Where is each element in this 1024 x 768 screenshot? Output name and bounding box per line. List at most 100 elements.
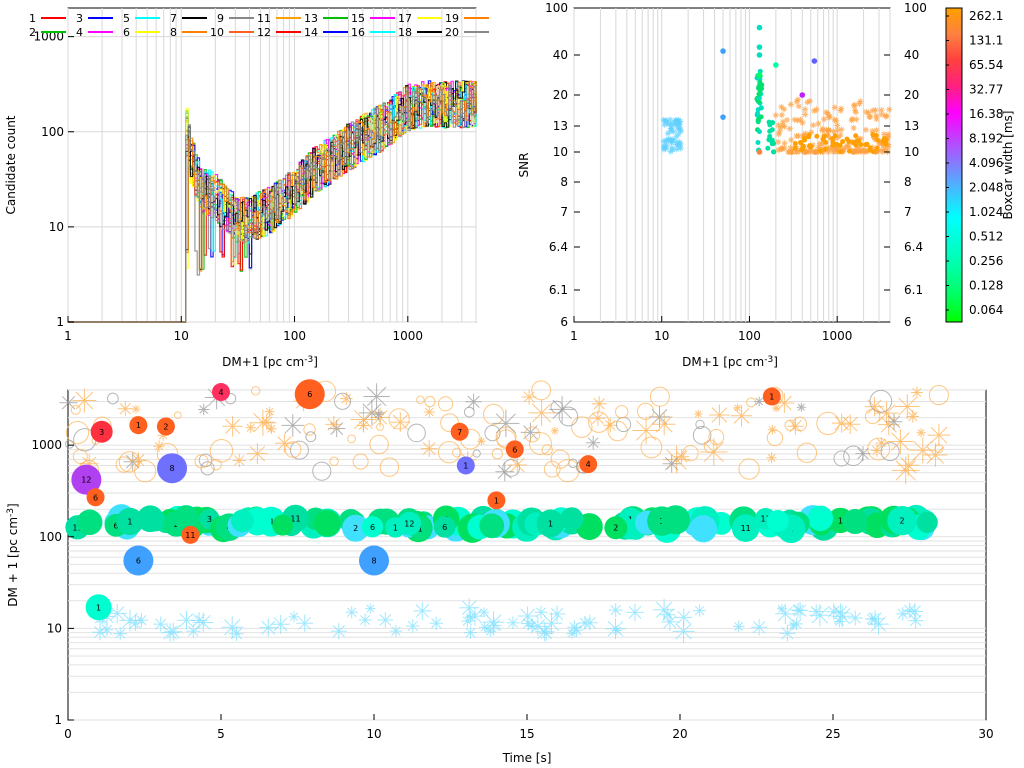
bg-star [878,413,900,436]
bg-star [674,449,690,465]
snr-star-orange [834,122,841,129]
colorbar-tick-label: 2.048 [969,181,1003,195]
bg-star [662,445,691,474]
legend-label-7: 7 [170,12,177,25]
candidate-label: 1 [96,603,101,612]
noise-star [790,617,803,631]
bg-star [59,393,78,412]
snr-star-orange [878,107,885,114]
p2-ytick-label: 100 [545,1,568,15]
bg-star [72,388,97,413]
snr-star-orange [794,117,801,124]
snr-star-cyan [667,136,674,143]
snr-star-orange [821,116,828,123]
snr-dot-orange [792,145,798,151]
band-dot [536,509,565,538]
snr-star-orange [837,132,844,138]
candidate-dot [212,383,230,402]
bg-star [266,423,277,434]
bg-circle [174,411,182,420]
candidate-dot [181,525,200,544]
noise-star [345,606,358,619]
noise-star [605,618,626,640]
bg-circle [833,450,850,467]
bg-star [891,456,920,485]
legend-label-6: 6 [123,26,130,39]
candidate-label: 6 [136,557,141,566]
band-dot [173,505,199,531]
bg-circle [766,429,784,447]
snr-star-orange [826,114,833,121]
band-dot [145,510,167,532]
bg-circle [379,457,400,477]
bg-star [910,386,923,399]
bg-star [916,428,926,438]
colorbar-tick-label: 8.192 [969,132,1003,146]
snr-dot-orange [801,136,807,142]
bg-star [906,410,920,423]
snr-star-cyan [663,142,670,149]
bg-star [325,416,343,433]
noise-star [464,626,477,639]
noise-star [160,623,180,642]
bg-star [420,440,438,458]
snr-star-orange [815,120,822,127]
p1-xtick-label: 100 [283,329,306,343]
snr-star-cyan [677,140,684,147]
p3-xtick-label: 15 [519,727,534,741]
snr-star-orange [879,148,886,155]
snr-star-orange [775,122,782,129]
noise-star [779,625,796,642]
snr-dot-orange [792,141,798,147]
bg-circle [484,425,501,442]
p1-xtick-label: 1000 [393,329,424,343]
snr-star-orange [825,149,832,155]
bg-circle [588,411,610,433]
bg-star [870,444,883,457]
snr-star-orange [851,102,857,109]
noise-star [377,612,393,628]
candidate-label: 6 [512,445,517,454]
noise-star [482,611,505,634]
legend-label-9: 9 [217,12,224,25]
band-dot [807,505,834,532]
band-dot [560,507,584,531]
snr-star-orange [811,107,818,114]
noise-star [608,603,623,617]
bg-circle [438,440,461,464]
snr-star-orange [838,126,845,133]
p1-ytick-label: 100 [41,125,64,139]
bg-circle [194,454,209,469]
bg-circle [312,461,332,481]
snr-dot-orange [858,142,864,148]
snr-dot-orange [867,145,873,151]
snr-star-orange [781,140,788,147]
band-dot-label: 2 [353,524,358,533]
bg-circle [558,406,579,427]
colorbar-tick-label: 0.512 [969,230,1003,244]
p2-ytick-label: 7 [560,205,568,219]
snr-star-orange [845,141,852,148]
p2-ytick-label-right: 40 [904,48,919,62]
snr-star-orange [831,104,838,111]
snr-dot-green [757,87,763,93]
snr-dot-orange [806,134,812,140]
candidate-label: 3 [99,428,104,437]
bg-circle [352,453,369,470]
snr-star-orange [794,96,801,103]
noise-star [413,601,432,620]
noise-star [486,617,502,633]
snr-star-cyan [671,137,678,144]
snr-star-cyan [667,116,674,123]
bg-circle [695,419,705,430]
snr-star-cyan [667,148,674,155]
snr-dot-orange [798,139,804,145]
snr-point [756,149,763,155]
candidate-dot [90,420,113,443]
bg-star [897,454,920,477]
snr-star-orange [840,148,847,155]
band-dot-label: 1 [393,523,398,532]
snr-dot-orange [863,142,869,148]
bg-circle [347,434,356,444]
band-dot [116,507,144,536]
